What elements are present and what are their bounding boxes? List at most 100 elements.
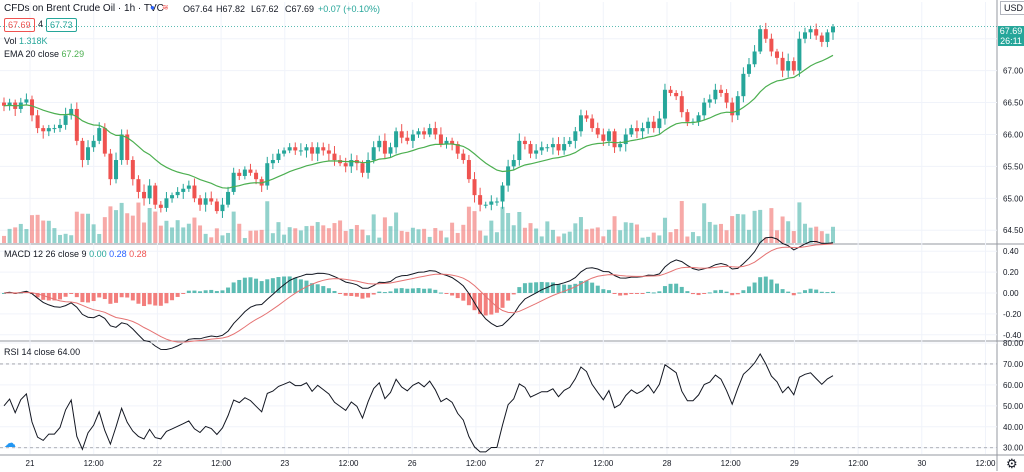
candle bbox=[780, 57, 785, 71]
macd-hist-bar bbox=[606, 290, 611, 293]
macd-hist-bar bbox=[354, 293, 359, 297]
ema-line bbox=[3, 54, 834, 189]
bid-badge[interactable]: 67.69 bbox=[4, 18, 35, 32]
macd-hist-bar bbox=[102, 293, 107, 300]
volume-bar bbox=[528, 223, 533, 243]
macd-hist-bar bbox=[326, 288, 331, 293]
candle bbox=[668, 89, 673, 93]
volume-bar bbox=[35, 214, 40, 243]
macd-hist-bar bbox=[125, 293, 130, 298]
volume-bar bbox=[74, 211, 79, 243]
volume-bar bbox=[550, 229, 555, 243]
volume-bar bbox=[209, 237, 214, 243]
macd-hist-bar bbox=[522, 283, 527, 293]
macd-hist-bar bbox=[69, 293, 74, 294]
macd-hist-bar bbox=[108, 293, 113, 304]
macd-hist-bar bbox=[242, 277, 247, 293]
volume-bar bbox=[461, 224, 466, 243]
currency-label[interactable]: USD bbox=[1000, 1, 1024, 15]
macd-hist-bar bbox=[466, 293, 471, 306]
y-tick-label: 70.00 bbox=[1003, 360, 1024, 369]
macd-hist-bar bbox=[825, 292, 830, 294]
candle bbox=[114, 160, 119, 180]
volume-bar bbox=[741, 214, 746, 243]
candle bbox=[786, 61, 791, 71]
volume-bar bbox=[287, 227, 292, 243]
volume-bar bbox=[97, 233, 102, 243]
candle bbox=[730, 102, 735, 116]
macd-hist-bar bbox=[483, 293, 488, 316]
candle bbox=[366, 160, 371, 173]
volume-bar bbox=[696, 236, 701, 243]
macd-hist-bar bbox=[539, 281, 544, 293]
volume-bar bbox=[662, 217, 667, 243]
macd-hist-bar bbox=[203, 290, 208, 293]
candle bbox=[634, 128, 639, 132]
volume-bar bbox=[343, 230, 348, 243]
macd-hist-bar bbox=[366, 293, 371, 298]
candle bbox=[35, 115, 40, 129]
macd-hist-bar bbox=[584, 280, 589, 293]
y-tick-label: 0.20 bbox=[1003, 268, 1019, 277]
candle bbox=[696, 115, 701, 122]
volume-bar bbox=[130, 215, 135, 243]
symbol-title[interactable]: CFDs on Brent Crude Oil · 1h · TVC bbox=[4, 3, 164, 14]
candle bbox=[181, 188, 186, 192]
y-tick-label: 50.00 bbox=[1003, 402, 1024, 411]
candle bbox=[450, 140, 455, 145]
macd-hist-bar bbox=[763, 276, 768, 293]
volume-bar bbox=[58, 234, 63, 243]
ask-badge[interactable]: 67.73 bbox=[46, 18, 77, 32]
candle bbox=[203, 198, 208, 205]
macd-hist-bar bbox=[416, 288, 421, 293]
macd-hist-bar bbox=[259, 281, 264, 293]
candle bbox=[657, 118, 662, 129]
volume-bar bbox=[746, 229, 751, 243]
candle bbox=[685, 112, 690, 122]
y-tick-label: 65.50 bbox=[1003, 162, 1024, 171]
candle bbox=[831, 26, 835, 33]
volume-bar bbox=[601, 236, 606, 243]
volume-bar bbox=[674, 229, 679, 243]
volume-bar bbox=[259, 229, 264, 243]
y-tick-label: 40.00 bbox=[1003, 423, 1024, 432]
candle bbox=[119, 134, 124, 161]
macd-hist-bar bbox=[80, 293, 85, 303]
volume-bar bbox=[181, 227, 186, 243]
candle bbox=[797, 38, 802, 71]
volume-bar bbox=[119, 202, 124, 243]
y-tick-label: 66.50 bbox=[1003, 99, 1024, 108]
macd-hist-bar bbox=[668, 283, 673, 293]
macd-hist-bar bbox=[63, 293, 68, 297]
volume-bar bbox=[2, 235, 6, 243]
volume-bar bbox=[438, 230, 443, 243]
volume-bar bbox=[791, 231, 796, 243]
candle bbox=[545, 147, 550, 149]
macd-hist-bar bbox=[494, 293, 499, 313]
candle bbox=[578, 115, 583, 132]
volume-bar bbox=[315, 222, 320, 243]
macd-hist-bar bbox=[802, 290, 807, 293]
macd-hist-bar bbox=[774, 283, 779, 293]
x-tick-label: 30 bbox=[917, 459, 926, 468]
volume-bar bbox=[584, 229, 589, 243]
macd-hist-bar bbox=[808, 288, 813, 293]
candle bbox=[718, 89, 723, 93]
macd-hist-bar bbox=[147, 293, 152, 305]
volume-bar bbox=[80, 213, 85, 243]
candle bbox=[237, 172, 242, 176]
macd-hist-bar bbox=[114, 293, 119, 303]
volume-bar bbox=[545, 221, 550, 243]
macd-hist-bar bbox=[573, 283, 578, 293]
volume-bar bbox=[237, 223, 242, 243]
macd-hist-bar bbox=[730, 293, 735, 296]
gear-icon[interactable]: ⚙ bbox=[1006, 456, 1018, 471]
volume-bar bbox=[657, 235, 662, 243]
candle bbox=[282, 150, 287, 154]
volume-bar bbox=[629, 222, 634, 243]
macd-hist-bar bbox=[646, 291, 651, 293]
cloud-icon[interactable]: ☁ bbox=[4, 436, 16, 450]
macd-hist-bar bbox=[662, 286, 667, 293]
candle bbox=[601, 134, 606, 141]
